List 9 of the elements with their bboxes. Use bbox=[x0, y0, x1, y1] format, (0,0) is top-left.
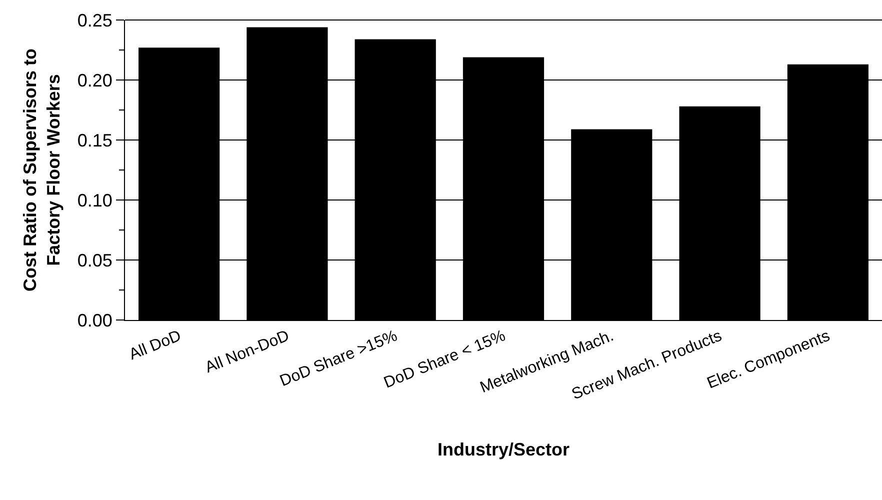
y-tick-label: 0.20 bbox=[77, 70, 112, 90]
y-tick-label: 0.05 bbox=[77, 250, 112, 270]
y-tick-label: 0.10 bbox=[77, 190, 112, 210]
y-tick-label: 0.25 bbox=[77, 10, 112, 30]
x-axis-title: Industry/Sector bbox=[437, 439, 570, 460]
x-tick-label: All DoD bbox=[126, 328, 184, 364]
y-axis-title: Cost Ratio of Supervisors to Factory Floor Workers bbox=[20, 48, 64, 292]
y-tick-label: 0.15 bbox=[77, 130, 112, 150]
y-tick-label: 0.00 bbox=[77, 310, 112, 330]
